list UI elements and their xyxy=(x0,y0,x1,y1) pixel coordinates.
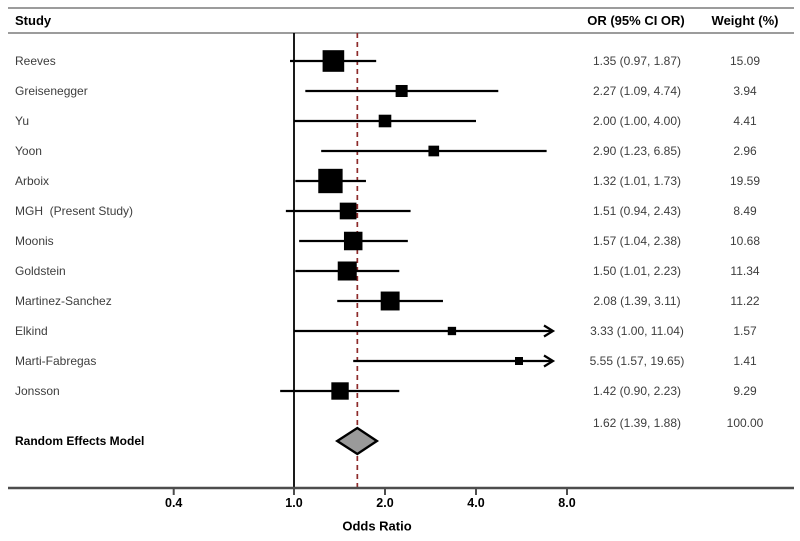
weight-value: 9.29 xyxy=(733,384,757,398)
or-ci-value: 1.50 (1.01, 2.23) xyxy=(592,264,682,278)
study-label: Yu xyxy=(15,114,30,128)
or-ci-value: 1.42 (0.90, 2.23) xyxy=(592,384,682,398)
or-ci-value: 1.57 (1.04, 2.38) xyxy=(592,234,682,248)
study-label: Martinez-Sanchez xyxy=(15,294,112,308)
weight-value: 11.34 xyxy=(730,264,760,278)
or-ci-value: 2.90 (1.23, 6.85) xyxy=(592,144,682,158)
or-ci-value: 1.51 (0.94, 2.43) xyxy=(592,204,682,218)
study-label: Marti-Fabregas xyxy=(15,354,97,368)
top-rule xyxy=(8,7,794,9)
effect-marker xyxy=(318,168,343,194)
study-label: Jonsson xyxy=(15,384,60,398)
effect-marker xyxy=(331,382,349,400)
study-label: Moonis xyxy=(15,234,54,248)
or-ci-value: 2.00 (1.00, 4.00) xyxy=(592,114,682,128)
weight-value: 3.94 xyxy=(733,84,757,98)
effect-marker xyxy=(428,145,440,157)
summary-or-ci-value: 1.62 (1.39, 1.88) xyxy=(592,416,682,430)
header-rule xyxy=(8,32,794,34)
effect-marker xyxy=(322,50,345,72)
summary-weight-value: 100.00 xyxy=(726,416,764,430)
ci-arrow-icon xyxy=(543,324,556,338)
or-ci-value: 2.27 (1.09, 4.74) xyxy=(592,84,682,98)
study-label: Elkind xyxy=(15,324,48,338)
weight-value: 1.57 xyxy=(733,324,757,338)
effect-marker xyxy=(395,84,408,98)
study-label: Yoon xyxy=(15,144,42,158)
effect-marker xyxy=(339,202,357,220)
weight-value: 2.96 xyxy=(733,144,757,158)
weight-value: 10.68 xyxy=(729,234,761,248)
effect-marker xyxy=(378,114,392,128)
study-label: Reeves xyxy=(15,54,56,68)
column-header-or-ci: OR (95% CI OR) xyxy=(587,13,685,28)
x-axis-tick-label: 2.0 xyxy=(376,496,394,510)
effect-marker xyxy=(514,357,523,365)
x-axis-tick-label: 8.0 xyxy=(558,496,576,510)
column-header-weight: Weight (%) xyxy=(711,13,779,28)
effect-marker xyxy=(343,231,363,251)
weight-value: 15.09 xyxy=(729,54,761,68)
effect-marker xyxy=(337,261,357,281)
weight-value: 4.41 xyxy=(733,114,757,128)
weight-value: 19.59 xyxy=(729,174,761,188)
weight-value: 8.49 xyxy=(733,204,757,218)
ci-arrow-icon xyxy=(543,354,556,368)
study-label: Arboix xyxy=(15,174,50,188)
weight-value: 11.22 xyxy=(730,294,760,308)
summary-label: Random Effects Model xyxy=(15,434,145,448)
x-axis-tick-label: 1.0 xyxy=(285,496,303,510)
or-ci-value: 1.32 (1.01, 1.73) xyxy=(592,174,682,188)
x-axis-title: Odds Ratio xyxy=(342,518,412,534)
study-label: Greisenegger xyxy=(15,84,88,98)
or-ci-value: 5.55 (1.57, 19.65) xyxy=(589,354,685,368)
or-ci-value: 2.08 (1.39, 3.11) xyxy=(593,294,681,308)
or-ci-value: 1.35 (0.97, 1.87) xyxy=(592,54,682,68)
effect-marker xyxy=(380,291,400,311)
column-header-study: Study xyxy=(15,13,52,28)
or-ci-value: 3.33 (1.00, 11.04) xyxy=(590,324,684,338)
x-axis-tick-label: 0.4 xyxy=(165,496,183,510)
summary-diamond xyxy=(335,426,380,456)
x-axis-tick-label: 4.0 xyxy=(467,496,485,510)
weight-value: 1.41 xyxy=(733,354,757,368)
study-label: Goldstein xyxy=(15,264,66,278)
study-label: MGH (Present Study) xyxy=(15,204,134,218)
effect-marker xyxy=(447,326,457,336)
